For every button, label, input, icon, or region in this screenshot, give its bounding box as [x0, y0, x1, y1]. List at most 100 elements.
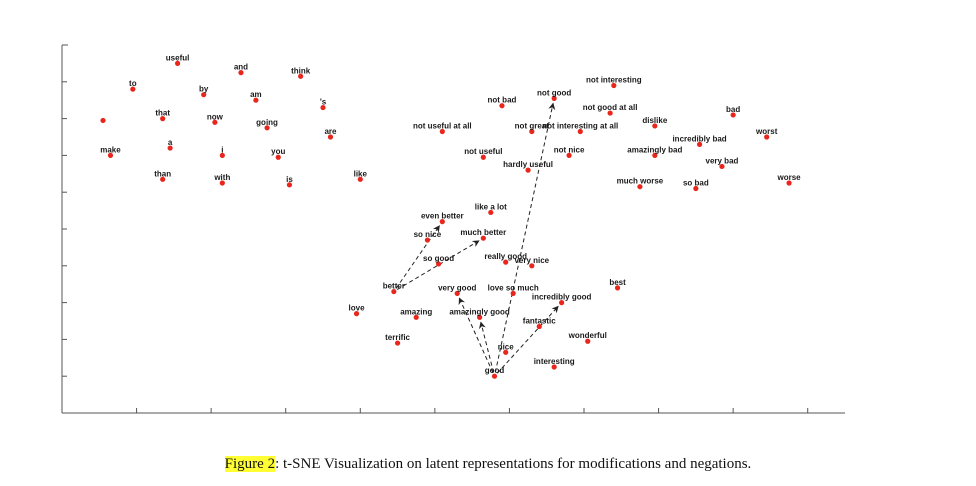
- point-label: much worse: [617, 177, 664, 186]
- point-really-good: really good: [484, 252, 527, 265]
- point-make: make: [100, 145, 121, 158]
- point-not-bad: not bad: [488, 96, 517, 109]
- point-label: very good: [438, 283, 476, 292]
- point-marker: [286, 182, 293, 188]
- point-marker: [536, 323, 542, 330]
- point-label: better: [383, 282, 405, 291]
- point-better: better: [383, 282, 405, 295]
- point-marker: [435, 261, 442, 267]
- point-marker: [529, 128, 535, 135]
- point-label: like a lot: [475, 202, 507, 211]
- point-and: and: [234, 63, 248, 76]
- point-marker: [107, 152, 114, 158]
- point-like-a-lot: like a lot: [475, 202, 507, 216]
- point-label: that: [155, 109, 170, 118]
- point-label: good: [485, 366, 505, 375]
- point-marker: [413, 314, 419, 320]
- point-not-interesting-at-all: not interesting at all: [542, 121, 618, 135]
- point-not-great: not great: [515, 121, 549, 135]
- point-marker: [730, 112, 736, 118]
- point-worst: worst: [755, 127, 778, 140]
- point-amazingly-good: amazingly good: [449, 307, 510, 320]
- point-very-bad: very bad: [706, 156, 739, 170]
- figure-label: Figure 2: [224, 456, 276, 472]
- point-label: than: [154, 169, 171, 178]
- point-marker: [491, 373, 498, 379]
- point-much-worse: much worse: [617, 177, 664, 190]
- point-by: by: [199, 85, 209, 98]
- point-marker: [219, 180, 225, 186]
- point-marker: [477, 314, 483, 320]
- point-marker: [275, 154, 281, 160]
- point-label: i: [221, 145, 223, 154]
- point-marker: [637, 184, 643, 190]
- arrow-better-to-even-better: [395, 225, 440, 289]
- point-label: incredibly bad: [672, 134, 726, 143]
- point-marker: [488, 209, 494, 216]
- point-marker: [439, 128, 445, 135]
- point-marker: [652, 152, 658, 158]
- point-marker: [212, 119, 218, 125]
- point-marker: [529, 263, 535, 269]
- point-amazingly-bad: amazingly bad: [627, 145, 683, 158]
- point-label: amazing: [400, 307, 432, 316]
- point-love: love: [349, 304, 365, 317]
- arrow-good-to-incredibly-good: [496, 305, 559, 374]
- point-marker: [611, 82, 617, 89]
- point-worse: worse: [777, 173, 802, 186]
- point-not-nice: not nice: [554, 145, 585, 158]
- word-points: useful and think to by am 's that now going are mak…: [100, 53, 802, 379]
- point-label: so nice: [414, 230, 442, 239]
- point-label: love so much: [488, 283, 539, 292]
- point-that: that: [155, 109, 170, 122]
- point-marker: [219, 152, 225, 158]
- point-marker: [480, 154, 486, 160]
- point-label: to: [129, 79, 137, 88]
- arrow-good-to-amazingly-good: [478, 321, 495, 373]
- point-label: much better: [460, 228, 506, 237]
- point-you: you: [271, 147, 285, 160]
- point-label: not useful at all: [413, 121, 472, 130]
- point-label: incredibly good: [532, 293, 592, 302]
- point-label: you: [271, 147, 285, 156]
- point-label: really good: [484, 252, 527, 261]
- point-label: amazingly bad: [627, 145, 682, 154]
- point-so-nice: so nice: [414, 230, 442, 243]
- point-label: going: [256, 118, 278, 127]
- point-label: with: [213, 173, 230, 182]
- point-label: not interesting at all: [542, 121, 618, 130]
- point-think: think: [291, 66, 311, 79]
- point-label: worse: [777, 173, 802, 182]
- point-incredibly-bad: incredibly bad: [672, 134, 727, 147]
- point-not-useful-at-all: not useful at all: [413, 121, 472, 135]
- point-marker: [264, 125, 270, 131]
- point-very-good: very good: [438, 283, 476, 296]
- point-label: terrific: [385, 333, 410, 342]
- point-label: am: [250, 90, 262, 99]
- caption-text: : t-SNE Visualization on latent represen…: [275, 456, 752, 472]
- point-label: bad: [726, 105, 740, 114]
- point-marker: [253, 97, 259, 103]
- plot-axes: [61, 44, 845, 414]
- point-label: so good: [423, 254, 454, 263]
- point-dislike: dislike: [642, 116, 668, 129]
- point-label: make: [100, 145, 121, 154]
- point-marker: [238, 70, 244, 76]
- arrow-better-to-much-better: [397, 240, 480, 290]
- point-am: am: [250, 90, 262, 103]
- point-label: not useful: [464, 147, 502, 156]
- point-marker: [551, 95, 557, 101]
- point-marker: [160, 176, 166, 182]
- point-a: a: [167, 138, 173, 151]
- point-amazing: amazing: [400, 307, 432, 320]
- point-label: are: [324, 127, 337, 136]
- point-label: wonderful: [568, 331, 607, 340]
- point-marker: [510, 290, 516, 296]
- point-label: very nice: [514, 256, 549, 265]
- point-label: now: [207, 112, 224, 121]
- point-label: amazingly good: [449, 307, 510, 316]
- point-going: going: [256, 118, 278, 131]
- point-marker: [786, 180, 792, 186]
- point-label: even better: [421, 212, 464, 221]
- point-useful: useful: [166, 53, 189, 66]
